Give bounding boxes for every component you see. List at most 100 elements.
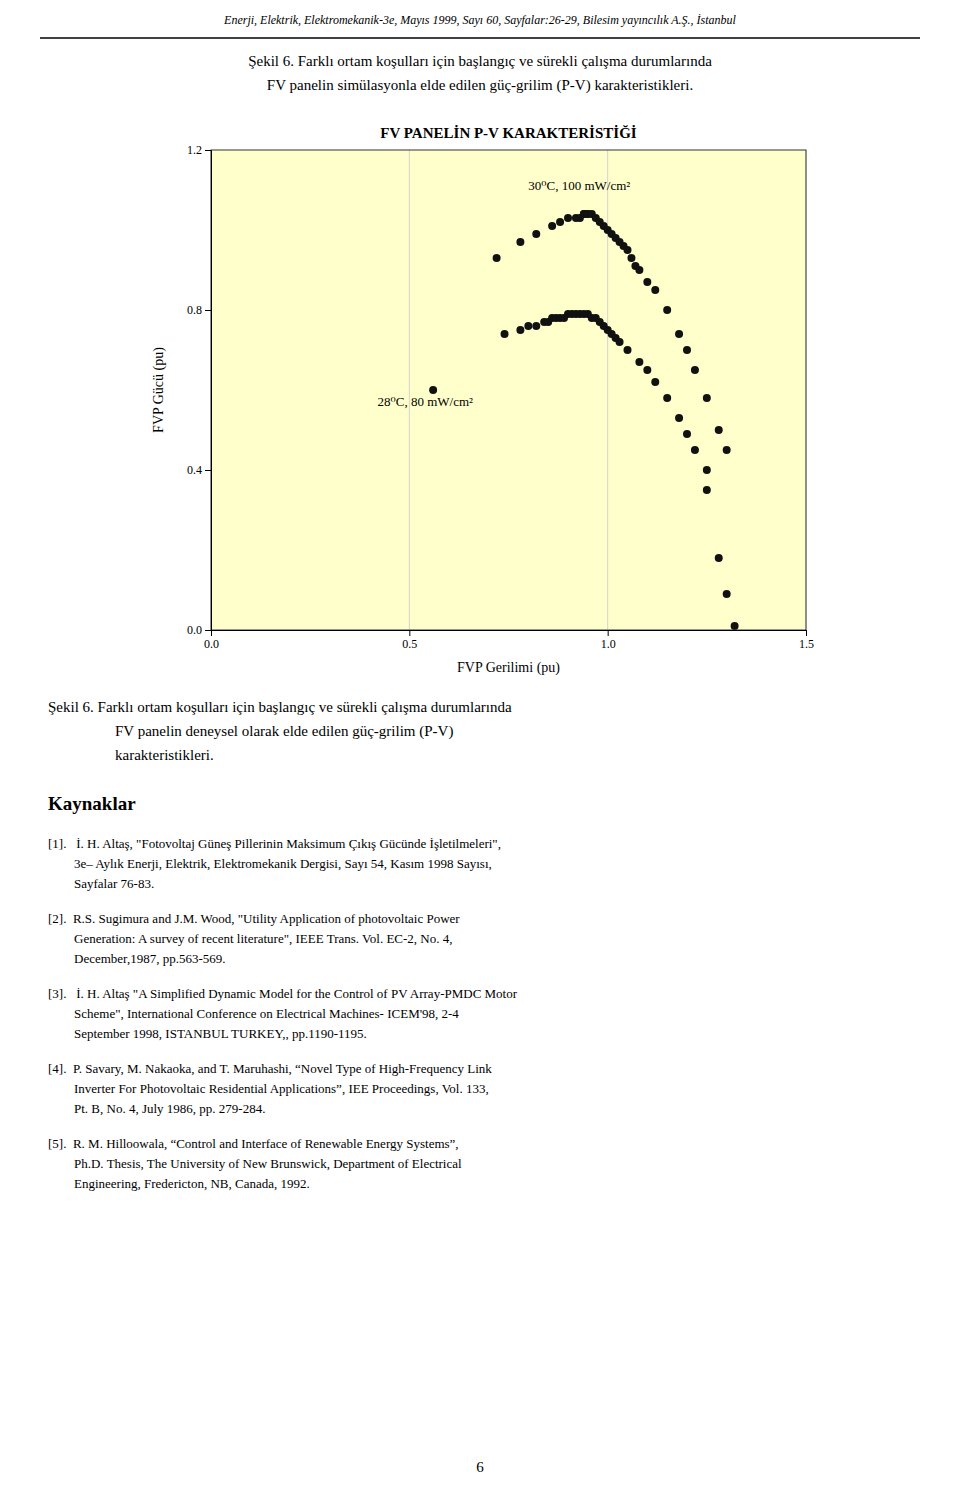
reference-line: [2]. R.S. Sugimura and J.M. Wood, "Utili… bbox=[48, 911, 460, 926]
point bbox=[627, 254, 635, 262]
tick-label: 1.0 bbox=[601, 637, 616, 651]
tick-label: 1.5 bbox=[799, 637, 814, 651]
header-rule bbox=[40, 37, 920, 39]
y-axis-title: FVP Gücü (pu) bbox=[151, 347, 167, 433]
tick-mark bbox=[205, 310, 211, 311]
point bbox=[635, 266, 643, 274]
point bbox=[691, 446, 699, 454]
tick-mark bbox=[409, 630, 410, 636]
tick-label: 0.0 bbox=[204, 637, 219, 651]
tick-label: 0.5 bbox=[402, 637, 417, 651]
tick: 0.5 bbox=[402, 630, 417, 651]
reference-line: Sayfalar 76-83. bbox=[48, 876, 154, 891]
page-number: 6 bbox=[476, 1459, 484, 1475]
x-axis-title: FVP Gerilimi (pu) bbox=[457, 660, 560, 676]
point bbox=[524, 322, 532, 330]
reference-line: September 1998, ISTANBUL TURKEY,, pp.119… bbox=[48, 1026, 367, 1041]
y-axis: 0.0 0.4 0.8 1.2 bbox=[187, 143, 212, 637]
point bbox=[651, 286, 659, 294]
point bbox=[715, 426, 723, 434]
point bbox=[675, 414, 683, 422]
tick-mark bbox=[205, 470, 211, 471]
tick-label: 0.8 bbox=[187, 303, 202, 317]
x-axis-line bbox=[212, 631, 807, 637]
tick: 0.8 bbox=[187, 303, 211, 317]
point bbox=[703, 486, 711, 494]
point bbox=[691, 366, 699, 374]
point bbox=[624, 246, 632, 254]
x-axis: 0.0 0.5 1.0 1.5 bbox=[204, 630, 814, 651]
point bbox=[556, 218, 564, 226]
caption-bottom: Şekil 6. Farklı ortam koşulları için baş… bbox=[48, 699, 512, 715]
points bbox=[429, 210, 738, 630]
reference-line: [5]. R. M. Hilloowala, “Control and Inte… bbox=[48, 1136, 459, 1151]
reference-line: Ph.D. Thesis, The University of New Brun… bbox=[48, 1156, 462, 1171]
series bbox=[429, 310, 711, 474]
tick-mark bbox=[806, 630, 807, 636]
reference-line: 3e– Aylık Enerji, Elektrik, Elektromekan… bbox=[48, 856, 492, 871]
chart-title: FV PANELİN P-V KARAKTERİSTİĞİ bbox=[380, 125, 636, 141]
caption-top: FV panelin simülasyonla elde edilen güç-… bbox=[267, 77, 693, 94]
point bbox=[532, 322, 540, 330]
page: Enerji, Elektrik, Elektromekanik-3e, May… bbox=[0, 0, 960, 1500]
tick: 1.0 bbox=[601, 630, 616, 651]
references-title: Kaynaklar bbox=[48, 793, 136, 814]
point bbox=[683, 430, 691, 438]
reference: [2]. R.S. Sugimura and J.M. Wood, "Utili… bbox=[48, 911, 460, 966]
chart: 0.0 0.5 1.0 1.5 0.0 0.4 0.8 1.2 30⁰C, 100 mW/cm²… bbox=[187, 143, 814, 650]
point bbox=[643, 366, 651, 374]
reference: [1]. İ. H. Altaş, "Fotovoltaj Güneş Pill… bbox=[48, 836, 501, 891]
reference: [5]. R. M. Hilloowala, “Control and Inte… bbox=[48, 1136, 462, 1191]
tick: 0.0 bbox=[187, 623, 211, 637]
reference: [3]. İ. H. Altaş "A Simplified Dynamic M… bbox=[48, 986, 518, 1041]
caption-top: Şekil 6. Farklı ortam koşulları için baş… bbox=[248, 53, 712, 69]
series bbox=[703, 486, 739, 630]
tick: 0.0 bbox=[204, 630, 219, 651]
reference-line: Engineering, Fredericton, NB, Canada, 19… bbox=[48, 1176, 310, 1191]
grid-line bbox=[607, 150, 608, 630]
reference-line: Pt. B, No. 4, July 1986, pp. 279-284. bbox=[48, 1101, 265, 1116]
point bbox=[723, 590, 731, 598]
point bbox=[703, 394, 711, 402]
annotation: 30⁰C, 100 mW/cm² bbox=[528, 178, 630, 193]
point bbox=[663, 394, 671, 402]
point bbox=[516, 238, 524, 246]
caption-bottom: karakteristikleri. bbox=[115, 747, 214, 763]
reference-line: [4]. P. Savary, M. Nakaoka, and T. Maruh… bbox=[48, 1061, 492, 1076]
reference-line: [1]. İ. H. Altaş, "Fotovoltaj Güneş Pill… bbox=[48, 836, 501, 851]
reference: [4]. P. Savary, M. Nakaoka, and T. Maruh… bbox=[48, 1061, 492, 1116]
series bbox=[493, 210, 731, 454]
point bbox=[501, 330, 509, 338]
point bbox=[715, 554, 723, 562]
y-axis-line bbox=[205, 151, 212, 631]
point bbox=[624, 346, 632, 354]
point bbox=[493, 254, 501, 262]
tick-mark bbox=[608, 630, 609, 636]
tick: 1.5 bbox=[799, 630, 814, 651]
grid-line bbox=[409, 150, 410, 630]
reference-line: December,1987, pp.563-569. bbox=[48, 951, 225, 966]
reference-line: [3]. İ. H. Altaş "A Simplified Dynamic M… bbox=[48, 986, 518, 1001]
point bbox=[516, 326, 524, 334]
point bbox=[616, 338, 624, 346]
reference-line: Scheme", International Conference on Ele… bbox=[48, 1006, 459, 1021]
point bbox=[564, 214, 572, 222]
annotation: 28⁰C, 80 mW/cm² bbox=[378, 394, 474, 409]
point bbox=[651, 378, 659, 386]
plot-frame bbox=[211, 150, 806, 630]
point bbox=[675, 330, 683, 338]
point bbox=[429, 386, 437, 394]
tick: 1.2 bbox=[187, 143, 211, 157]
point bbox=[723, 446, 731, 454]
reference-line: Inverter For Photovoltaic Residential Ap… bbox=[48, 1081, 489, 1096]
plot-background bbox=[211, 150, 806, 630]
point bbox=[731, 622, 739, 630]
reference-line: Generation: A survey of recent literatur… bbox=[48, 931, 453, 946]
point bbox=[703, 466, 711, 474]
point bbox=[532, 230, 540, 238]
tick-label: 0.4 bbox=[187, 463, 202, 477]
tick-mark bbox=[205, 630, 211, 631]
point bbox=[548, 222, 556, 230]
point bbox=[663, 306, 671, 314]
tick-label: 1.2 bbox=[187, 143, 202, 157]
